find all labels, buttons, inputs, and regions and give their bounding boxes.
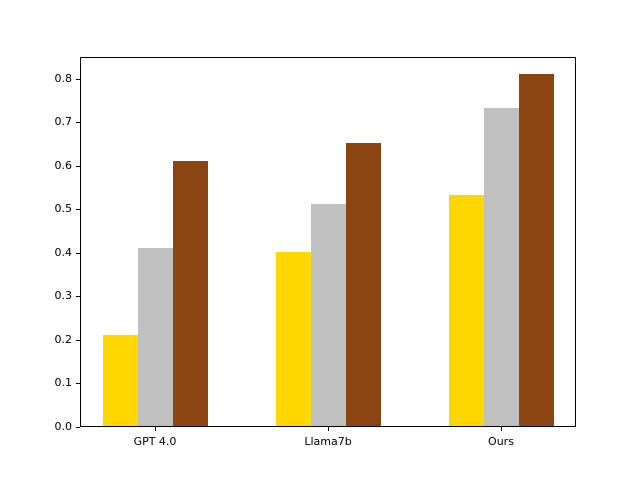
bar-brown-llama7b (345, 143, 381, 426)
bar-silver-ours (483, 108, 519, 426)
bar-gold-ours (448, 195, 484, 426)
bar-silver-llama7b (310, 204, 346, 426)
y-tick-mark (76, 340, 80, 341)
y-tick-label: 0.3 (54, 289, 73, 302)
y-tick-label: 0.6 (54, 159, 73, 172)
y-tick-mark (76, 253, 80, 254)
bar-gold-gpt-4-0 (102, 335, 138, 426)
y-tick-mark (76, 209, 80, 210)
x-tick-label: Llama7b (304, 435, 352, 448)
y-tick-label: 0.0 (54, 420, 73, 433)
x-tick-mark (328, 427, 329, 431)
bar-gold-llama7b (275, 252, 311, 426)
y-tick-mark (76, 79, 80, 80)
x-tick-label: GPT 4.0 (133, 435, 177, 448)
x-tick-label: Ours (488, 435, 514, 448)
y-tick-mark (76, 383, 80, 384)
plot-area (80, 57, 576, 427)
y-tick-label: 0.5 (54, 202, 73, 215)
y-tick-mark (76, 296, 80, 297)
bar-brown-ours (518, 74, 554, 426)
y-tick-label: 0.4 (54, 246, 73, 259)
y-tick-mark (76, 122, 80, 123)
bar-brown-gpt-4-0 (172, 161, 208, 426)
y-tick-mark (76, 166, 80, 167)
x-tick-mark (501, 427, 502, 431)
y-tick-label: 0.7 (54, 115, 73, 128)
y-tick-mark (76, 427, 80, 428)
y-tick-label: 0.8 (54, 72, 73, 85)
bar-silver-gpt-4-0 (137, 248, 173, 426)
x-tick-mark (155, 427, 156, 431)
y-tick-label: 0.2 (54, 333, 73, 346)
y-tick-label: 0.1 (54, 376, 73, 389)
